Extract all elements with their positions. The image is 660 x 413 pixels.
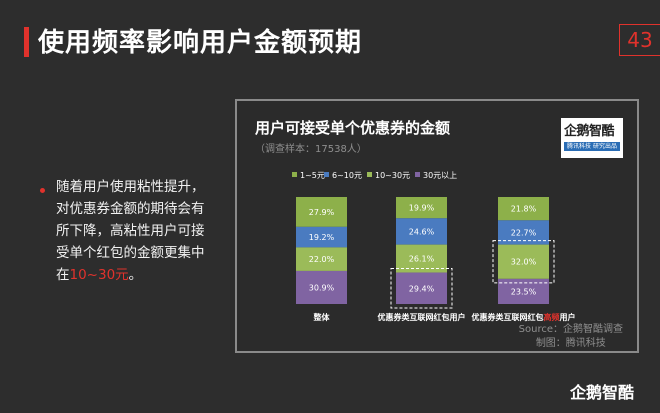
category-label: 整体	[313, 312, 331, 322]
legend-label: 1~5元	[300, 171, 325, 180]
legend-label: 10~30元	[375, 171, 410, 180]
source-note: Source：企鹅智酷调查 制图：腾讯科技	[519, 323, 623, 351]
bullet-text-highlight: 10~30元	[69, 267, 129, 283]
bar-segment	[296, 197, 347, 227]
page-number: 43	[619, 24, 660, 56]
bar-value-label: 19.2%	[309, 233, 335, 242]
bar-value-label: 21.8%	[511, 205, 537, 214]
bar-value-label: 32.0%	[511, 258, 537, 267]
chart-subtitle: （调查样本：17538人）	[255, 144, 367, 155]
legend-label: 6~10元	[332, 171, 362, 180]
bar-value-label: 22.0%	[309, 255, 335, 264]
highlight-box	[492, 240, 555, 284]
category-label-highlight: 高频	[544, 312, 560, 322]
bullet-text-suffix: 。	[128, 267, 143, 283]
category-label: 优惠券类互联网红包高频用户	[472, 312, 576, 322]
bullet-dot-icon	[40, 188, 45, 193]
brand-logo: 企鹅智酷	[569, 383, 634, 402]
bar-segment	[498, 244, 549, 279]
bar-value-label: 27.9%	[309, 208, 335, 217]
bar-value-label: 30.9%	[309, 283, 335, 292]
category-label: 优惠券类互联网红包用户	[378, 312, 466, 322]
bar-segment	[396, 197, 447, 219]
bar-value-label: 26.1%	[409, 255, 435, 264]
bar-value-label: 23.5%	[511, 287, 537, 296]
bar-value-label: 22.7%	[511, 228, 537, 237]
source-line: Source：企鹅智酷调查	[518, 324, 623, 335]
chart-title: 用户可接受单个优惠券的金额	[255, 119, 451, 137]
category-label-suffix: 用户	[559, 312, 576, 322]
legend-label: 30元以上	[423, 171, 457, 180]
bar-segment	[296, 226, 347, 248]
legend-swatch	[324, 172, 329, 177]
logo-name: 企鹅智酷	[564, 124, 615, 139]
chart-panel: 用户可接受单个优惠券的金额 （调查样本：17538人） 企鹅智酷 腾讯科技 研究…	[235, 99, 639, 353]
bar-segment	[296, 247, 347, 271]
bar-segment	[296, 270, 347, 304]
legend-swatch	[292, 172, 297, 177]
bar-value-label: 19.9%	[409, 204, 435, 213]
title-accent-bar	[24, 27, 29, 57]
penguin-logo: 企鹅智酷 腾讯科技 研究出品	[561, 118, 623, 158]
stacked-bar-chart: 1~5元 6~10元 10~30元 30元以上 27.9% 19.2% 22.0% 30.9%…	[292, 171, 576, 322]
logo-tagline: 腾讯科技 研究出品	[564, 142, 620, 151]
highlight-box	[390, 268, 453, 309]
legend-swatch	[415, 172, 420, 177]
bar-segment	[498, 197, 549, 221]
bar-segment	[396, 244, 447, 273]
credit-line: 制图：腾讯科技	[535, 338, 606, 349]
bar-segment	[396, 218, 447, 245]
slide-title: 使用频率影响用户金额预期	[38, 28, 363, 58]
bullet-text-prefix: 随着用户使用粘性提升，对优惠券金额的期待会有所下降，高粘性用户可接受单个红包的金…	[56, 179, 205, 283]
bar-value-label: 29.4%	[409, 284, 435, 293]
bar-value-label: 24.6%	[409, 227, 435, 236]
legend-swatch	[367, 172, 372, 177]
bar-segment	[396, 272, 447, 304]
bullet-text: 随着用户使用粘性提升，对优惠券金额的期待会有所下降，高粘性用户可接受单个红包的金…	[56, 176, 216, 286]
